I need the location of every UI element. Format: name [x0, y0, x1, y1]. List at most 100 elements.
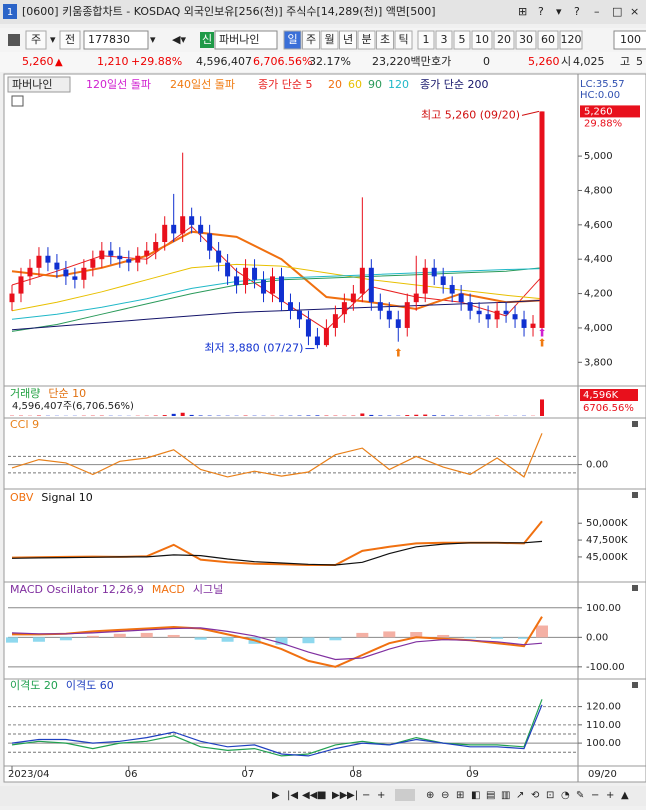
interval-button-box[interactable]: [471, 30, 493, 50]
window-button[interactable]: ×: [630, 5, 639, 18]
legend-entry[interactable]: 시그널: [193, 583, 223, 596]
legend-entry[interactable]: CCI 9: [10, 418, 39, 431]
legend-entry[interactable]: 종가 단순 5: [258, 78, 312, 91]
tool-button[interactable]: +: [606, 790, 614, 801]
period-button[interactable]: 일: [287, 32, 297, 46]
interval-button[interactable]: 30: [519, 33, 533, 46]
period-button[interactable]: 월: [324, 33, 334, 46]
interval-button[interactable]: 20: [497, 33, 511, 46]
tool-button[interactable]: ▥: [501, 790, 510, 801]
tool-button[interactable]: ⊖: [441, 790, 449, 801]
scroll-button[interactable]: ▶|: [347, 790, 358, 801]
code-search[interactable]: ▾: [150, 33, 156, 46]
window-buttons[interactable]: ⊞ ? ▾ ? – □ ×: [518, 5, 639, 18]
legend-entry[interactable]: 거래량: [10, 387, 40, 400]
period-button-box[interactable]: [283, 30, 302, 50]
count[interactable]: 100: [620, 33, 641, 46]
legend-entry[interactable]: Signal 10: [41, 491, 92, 504]
signal-legend[interactable]: 240일선 돌파: [170, 77, 235, 91]
window-button[interactable]: –: [594, 5, 600, 18]
panel-close[interactable]: [632, 492, 638, 498]
interval-button[interactable]: 1: [423, 33, 430, 46]
period-button[interactable]: 분: [361, 33, 371, 46]
window-button[interactable]: □: [612, 5, 622, 18]
panel-close[interactable]: [632, 421, 638, 427]
tool-button[interactable]: ▲: [621, 790, 629, 801]
period-button[interactable]: 초: [380, 33, 390, 46]
period-button-box[interactable]: [357, 30, 376, 50]
signal-legend[interactable]: 120일선 돌파: [86, 77, 151, 91]
interval-button-box[interactable]: [515, 30, 537, 50]
interval-button-box[interactable]: [559, 30, 583, 50]
tool-button[interactable]: ◧: [471, 790, 480, 801]
scroll-button[interactable]: ▶▶: [332, 790, 348, 801]
period-button-box[interactable]: [302, 30, 320, 50]
legend-title-box[interactable]: [7, 76, 71, 93]
scroll-track[interactable]: [395, 789, 415, 801]
scope-select[interactable]: 전: [65, 33, 75, 46]
legend-entry[interactable]: OBV: [10, 491, 34, 504]
period-button[interactable]: 년: [343, 33, 353, 46]
code[interactable]: 177830: [88, 33, 130, 46]
period-button-box[interactable]: [394, 30, 413, 50]
tool-button[interactable]: ▤: [486, 790, 495, 801]
legend-entry[interactable]: MACD Oscillator 12,26,9: [10, 583, 144, 596]
tool-button[interactable]: ⊕: [426, 790, 434, 801]
tool-button[interactable]: ✎: [576, 790, 584, 801]
panel-close[interactable]: [632, 682, 638, 688]
scope-select-box[interactable]: [59, 30, 81, 50]
interval-button[interactable]: 3: [441, 33, 448, 46]
menu-icon[interactable]: [8, 34, 20, 46]
legend-entry[interactable]: 이격도 60: [66, 679, 114, 692]
legend-entry[interactable]: MACD: [152, 583, 185, 596]
legend-title[interactable]: 파버나인: [12, 78, 52, 91]
scroll-button[interactable]: −: [362, 790, 370, 801]
legend-entry[interactable]: 단순 10: [48, 387, 86, 400]
code-input[interactable]: [83, 30, 149, 50]
period-button-box[interactable]: [320, 30, 339, 50]
interval-button-box[interactable]: [417, 30, 435, 50]
scroll-button[interactable]: +: [377, 790, 385, 801]
legend-entry[interactable]: 60: [348, 78, 362, 91]
toolbar-icon[interactable]: ◀▾: [172, 33, 186, 46]
interval-button-box[interactable]: [493, 30, 515, 50]
badge-box[interactable]: [200, 32, 214, 48]
market-select-box[interactable]: [25, 30, 47, 50]
badge[interactable]: 신: [202, 33, 212, 46]
interval-button[interactable]: 10: [475, 33, 489, 46]
tool-button[interactable]: ↗: [516, 790, 524, 801]
interval-button-box[interactable]: [537, 30, 559, 50]
name-box[interactable]: [214, 30, 278, 50]
tool-button[interactable]: −: [591, 790, 599, 801]
scroll-button[interactable]: ▶: [272, 790, 280, 801]
scroll-button[interactable]: ◀◀: [302, 790, 318, 801]
window-button[interactable]: ▾: [556, 5, 562, 18]
tool-button[interactable]: ⊞: [456, 790, 464, 801]
interval-button[interactable]: 5: [459, 33, 466, 46]
period-button[interactable]: 틱: [398, 33, 408, 46]
window-button[interactable]: ⊞: [518, 5, 527, 18]
interval-button[interactable]: 120: [561, 33, 582, 46]
panel-close[interactable]: [632, 585, 638, 591]
tool-button[interactable]: ⟲: [531, 790, 540, 801]
interval-button-box[interactable]: [435, 30, 453, 50]
scroll-button[interactable]: ■: [317, 790, 326, 801]
legend-entry[interactable]: 120: [388, 78, 409, 91]
legend-entry[interactable]: 20: [328, 78, 342, 91]
legend-entry[interactable]: 이격도 20: [10, 679, 58, 692]
dropdown-arrow[interactable]: ▾: [50, 33, 56, 46]
scroll-button[interactable]: |◀: [287, 790, 298, 801]
window-button[interactable]: ?: [574, 5, 580, 18]
interval-button-box[interactable]: [453, 30, 471, 50]
tool-button[interactable]: ◔: [561, 790, 570, 801]
market-select[interactable]: 주: [31, 33, 41, 46]
window-button[interactable]: ?: [538, 5, 544, 18]
period-button-box[interactable]: [339, 30, 357, 50]
period-button-box[interactable]: [376, 30, 394, 50]
legend-entry[interactable]: 90: [368, 78, 382, 91]
interval-button[interactable]: 60: [541, 33, 555, 46]
legend-entry[interactable]: 종가 단순 200: [420, 78, 488, 91]
stock-name[interactable]: 파버나인: [219, 33, 259, 46]
period-button[interactable]: 주: [306, 33, 316, 46]
count-input[interactable]: [613, 30, 646, 50]
